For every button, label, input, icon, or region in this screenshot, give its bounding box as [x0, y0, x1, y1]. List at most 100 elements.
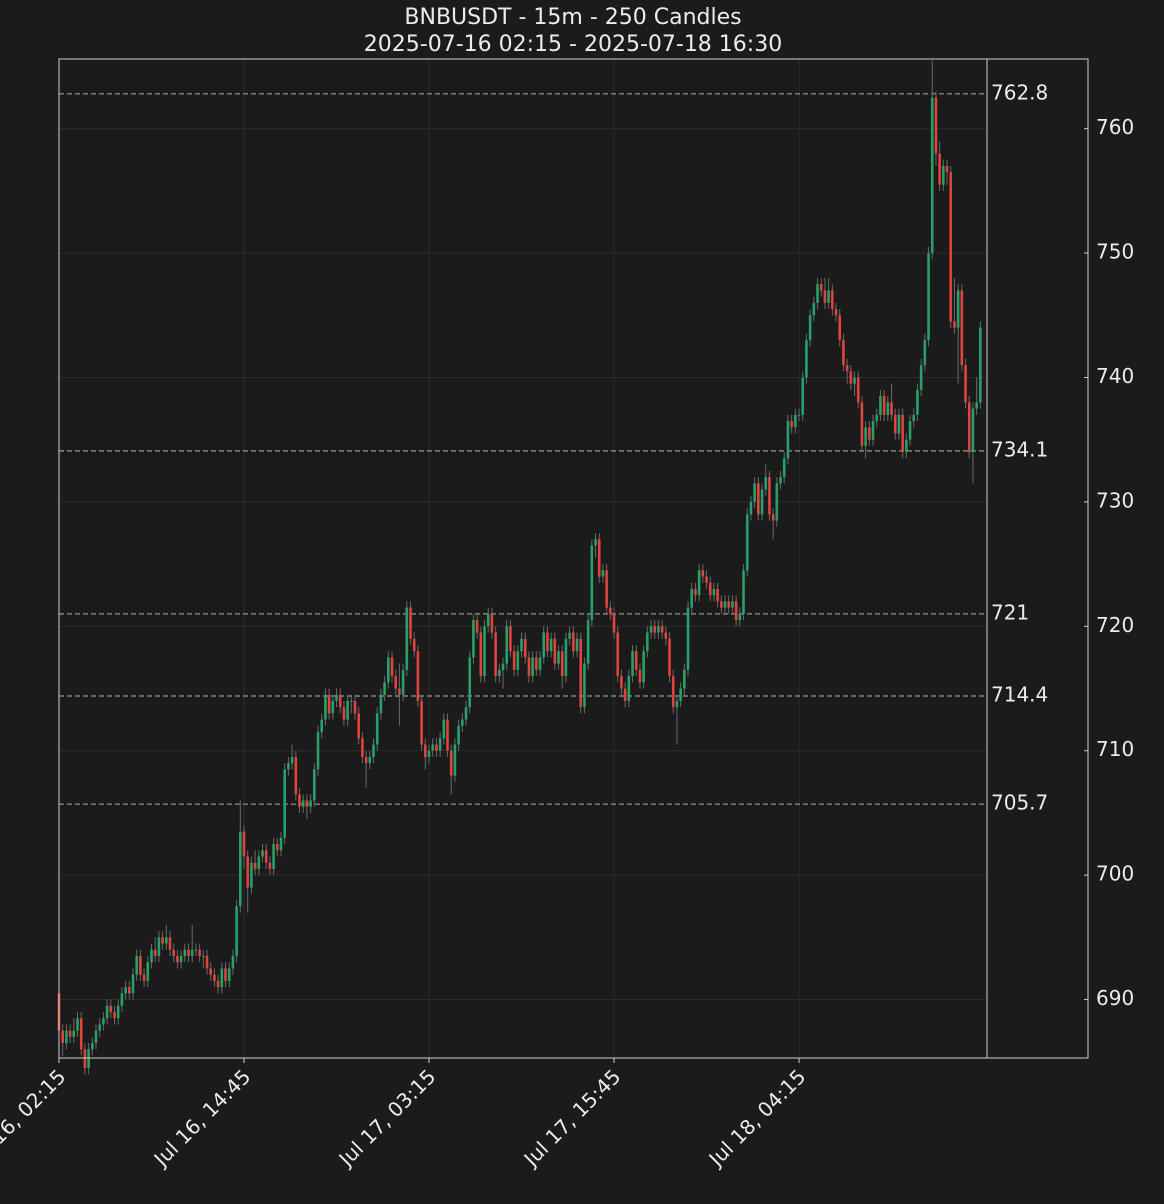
candle-body [949, 172, 953, 322]
x-tick-label: Jul 17, 15:45 [518, 1064, 626, 1172]
candle-body [646, 632, 649, 652]
candle-body [516, 651, 520, 670]
candle-body [934, 97, 938, 154]
candle-body [494, 632, 497, 677]
candle-body [786, 421, 790, 459]
candle-body [779, 477, 782, 484]
candle-body [457, 725, 460, 745]
candle-body [956, 290, 960, 328]
candle-body [864, 427, 867, 446]
candle-body [557, 651, 560, 664]
candle-body [942, 165, 945, 185]
candle-body [161, 937, 164, 944]
candle-body [61, 1030, 64, 1044]
candle-body [912, 414, 916, 422]
candle-body [805, 340, 808, 378]
candle-body [364, 756, 368, 764]
candle-body [538, 657, 542, 670]
candle-body [686, 607, 690, 670]
candle-body [586, 620, 590, 664]
candle-body [105, 1005, 109, 1019]
candle-body [98, 1024, 101, 1031]
candle-body [979, 327, 982, 403]
candle-body [668, 638, 671, 677]
candle-body [305, 800, 309, 807]
candle-body [276, 844, 279, 851]
candle-body [324, 694, 327, 720]
candle-body [242, 831, 246, 857]
candle-body [660, 626, 664, 633]
candle-body [583, 663, 586, 708]
candle-body [856, 377, 860, 403]
candle-body [409, 607, 412, 639]
candle-body [745, 514, 749, 571]
candle-body [742, 570, 745, 614]
candle-body [831, 290, 834, 310]
level-label: 705.7 [991, 791, 1048, 815]
candle-body [113, 1011, 116, 1019]
candle-body [597, 539, 601, 577]
y-tick-label: 760 [1096, 115, 1134, 139]
candle-body [91, 1043, 94, 1050]
candle-body [579, 638, 583, 708]
candle-body [398, 688, 401, 695]
candle-body [387, 657, 390, 683]
candle-body [283, 769, 287, 838]
candle-body [479, 632, 483, 677]
candle-body [812, 302, 816, 316]
candle-body [523, 638, 527, 658]
candle-body [560, 651, 564, 677]
candle-body [72, 1030, 76, 1037]
candle-body [827, 290, 830, 303]
chart-subtitle: 2025-07-16 02:15 - 2025-07-18 16:30 [364, 32, 782, 57]
level-label: 714.4 [991, 682, 1048, 706]
candle-body [220, 968, 224, 988]
candle-body [224, 968, 227, 981]
candle-body [716, 588, 719, 602]
candle-body [468, 657, 472, 708]
candle-body [453, 744, 457, 776]
candle-body [424, 744, 427, 757]
candle-body [938, 153, 941, 185]
candle-body [875, 414, 879, 422]
candles [57, 60, 982, 1075]
candle-body [634, 651, 638, 670]
candle-body [527, 657, 531, 677]
candle-body [512, 651, 516, 670]
candle-body [923, 340, 927, 366]
candle-body [708, 582, 712, 596]
candle-body [375, 713, 379, 745]
candle-body [246, 856, 250, 888]
candle-body [675, 700, 679, 708]
y-tick-label: 710 [1096, 737, 1134, 761]
candle-body [102, 1018, 105, 1025]
candle-body [172, 949, 175, 956]
candle-body [568, 632, 571, 639]
candle-body [908, 421, 912, 440]
candle-body [294, 756, 298, 795]
candle-body [150, 949, 153, 963]
candle-body [350, 700, 353, 702]
candle-body [394, 676, 398, 689]
candle-body [531, 657, 534, 677]
candle-body [549, 638, 553, 652]
candle-body [501, 663, 505, 670]
candle-body [760, 489, 764, 515]
candle-body [76, 1018, 79, 1031]
candle-body [198, 949, 201, 956]
candle-body [227, 968, 231, 981]
candle-body [945, 165, 949, 173]
candle-body [845, 365, 849, 372]
candle-body [594, 539, 597, 546]
candle-body [886, 402, 890, 415]
y-tick-label: 720 [1096, 613, 1134, 637]
levels [59, 93, 987, 805]
candle-body [213, 974, 216, 981]
candle-body [87, 1049, 90, 1068]
candle-body [720, 601, 723, 608]
level-label: 721 [991, 600, 1029, 624]
candle-body [697, 570, 701, 596]
candle-body [764, 477, 768, 490]
candle-body [590, 545, 594, 621]
candle-body [438, 738, 442, 751]
